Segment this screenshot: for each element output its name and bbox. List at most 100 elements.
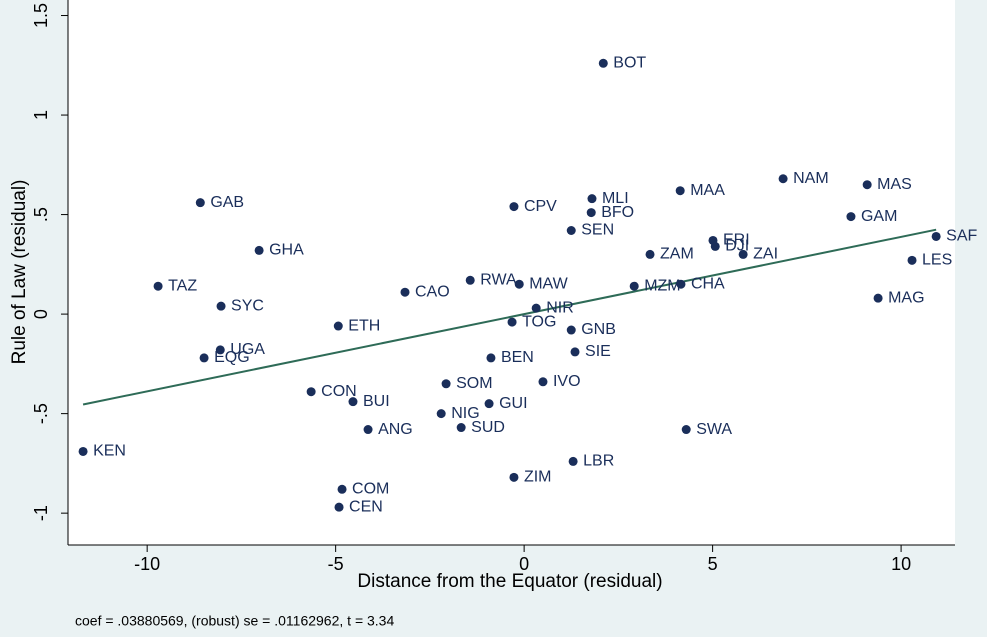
data-point xyxy=(441,379,451,389)
data-point xyxy=(363,425,373,435)
note: coef = .03880569, (robust) se = .0116296… xyxy=(75,613,394,629)
x-tick-label: 0 xyxy=(519,554,529,574)
data-point xyxy=(484,399,494,409)
data-point xyxy=(254,245,264,255)
point-label: SUD xyxy=(471,419,505,436)
point-label: MAA xyxy=(690,182,725,199)
data-point xyxy=(675,186,685,196)
data-point xyxy=(465,275,475,285)
point-label: BOT xyxy=(613,55,646,72)
point-label: CHA xyxy=(691,275,725,292)
point-label: GUI xyxy=(499,395,527,412)
point-label: SIE xyxy=(585,343,611,360)
data-point xyxy=(337,484,347,494)
point-label: MLI xyxy=(602,190,629,207)
data-point xyxy=(334,502,344,512)
point-label: CAO xyxy=(415,283,450,300)
data-point xyxy=(514,279,524,289)
point-label: GAB xyxy=(210,194,244,211)
data-point xyxy=(778,174,788,184)
point-label: RWA xyxy=(480,271,517,288)
data-point xyxy=(846,212,856,222)
y-tick-label: -.5 xyxy=(31,403,51,424)
data-point xyxy=(586,208,596,218)
point-label: NIG xyxy=(451,405,479,422)
data-point xyxy=(645,249,655,259)
point-label: TAZ xyxy=(168,277,197,294)
point-label: GAM xyxy=(861,208,897,225)
point-label: KEN xyxy=(93,443,126,460)
y-tick-label: -1 xyxy=(31,505,51,521)
point-label: BUI xyxy=(363,393,390,410)
data-point xyxy=(348,397,358,407)
point-label: COM xyxy=(352,480,389,497)
data-point xyxy=(153,281,163,291)
point-label: BEN xyxy=(501,349,534,366)
data-point xyxy=(738,249,748,259)
data-point xyxy=(436,409,446,419)
data-point xyxy=(215,345,225,355)
data-point xyxy=(531,303,541,313)
y-tick-label: 1.5 xyxy=(31,3,51,28)
point-label: CON xyxy=(321,383,357,400)
point-label: MZM xyxy=(644,277,680,294)
data-point xyxy=(306,387,316,397)
data-point xyxy=(681,425,691,435)
plot-area xyxy=(68,0,955,545)
data-point xyxy=(486,353,496,363)
y-tick-label: 0 xyxy=(31,309,51,319)
data-point xyxy=(710,241,720,251)
point-label: LBR xyxy=(583,453,614,470)
data-point xyxy=(873,293,883,303)
point-label: NAM xyxy=(793,170,829,187)
data-point xyxy=(333,321,343,331)
point-label: ERI xyxy=(723,232,750,249)
data-point xyxy=(195,198,205,208)
point-label: SWA xyxy=(696,421,732,438)
data-point xyxy=(931,231,941,241)
data-point xyxy=(570,347,580,357)
data-point xyxy=(507,317,517,327)
point-label: CPV xyxy=(524,198,557,215)
x-tick-label: -10 xyxy=(134,554,160,574)
point-label: SOM xyxy=(456,375,492,392)
data-point xyxy=(862,180,872,190)
point-label: SYC xyxy=(231,297,264,314)
data-point xyxy=(199,353,209,363)
data-point xyxy=(538,377,548,387)
point-label: SAF xyxy=(946,228,977,245)
point-label: ZAM xyxy=(660,246,694,263)
data-point xyxy=(509,472,519,482)
point-label: SEN xyxy=(581,222,614,239)
point-label: LES xyxy=(922,252,952,269)
point-label: ANG xyxy=(378,421,413,438)
x-tick-label: 5 xyxy=(708,554,718,574)
point-label: ETH xyxy=(348,317,380,334)
point-label: CEN xyxy=(349,498,383,515)
y-axis-title: Rule of Law (residual) xyxy=(9,180,30,365)
data-point xyxy=(587,194,597,204)
point-label: EQG xyxy=(214,349,250,366)
data-point xyxy=(568,456,578,466)
point-label: GNB xyxy=(581,321,616,338)
point-label: IVO xyxy=(553,373,581,390)
data-point xyxy=(629,281,639,291)
x-tick-label: 10 xyxy=(891,554,911,574)
point-label: NIR xyxy=(546,299,574,316)
data-point xyxy=(907,255,917,265)
x-axis-title: Distance from the Equator (residual) xyxy=(357,571,662,592)
point-label: TOG xyxy=(522,313,556,330)
y-tick-label: 1 xyxy=(31,110,51,120)
point-label: ZIM xyxy=(524,469,552,486)
point-label: MAG xyxy=(888,289,924,306)
x-tick-label: -5 xyxy=(328,554,344,574)
data-point xyxy=(598,58,608,68)
point-label: MAW xyxy=(529,275,568,292)
data-point xyxy=(509,202,519,212)
data-point xyxy=(566,325,576,335)
data-point xyxy=(456,423,466,433)
data-point xyxy=(216,301,226,311)
data-point xyxy=(566,226,576,236)
point-label: ZAI xyxy=(753,246,778,263)
